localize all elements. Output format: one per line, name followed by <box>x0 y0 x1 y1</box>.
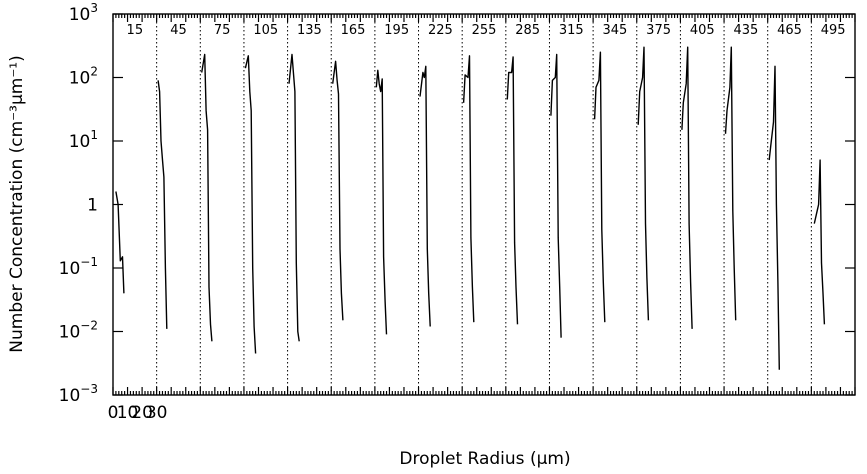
series-line-75 <box>201 53 213 342</box>
panel-label: 255 <box>472 23 497 38</box>
panel-label: 75 <box>214 23 231 38</box>
series-line-105 <box>244 55 257 354</box>
series-line-435 <box>724 46 737 321</box>
panel-label: 135 <box>297 23 322 38</box>
panel-label: 195 <box>384 23 409 38</box>
series-line-165 <box>332 60 344 321</box>
series-line-255 <box>462 55 475 323</box>
y-tick-label: 103 <box>69 1 98 25</box>
series-line-345 <box>593 51 606 323</box>
panel-label: 345 <box>603 23 628 38</box>
x-tick-label: 30 <box>146 403 168 423</box>
y-tick-labels: 103 102 101 1 10−1 10−2 10−3 <box>59 1 98 406</box>
series-line-45 <box>157 80 168 329</box>
panel-label: 165 <box>341 23 366 38</box>
x-axis-title: Droplet Radius (μm) <box>399 449 570 469</box>
series-line-405 <box>681 46 693 329</box>
series-line-225 <box>419 65 431 327</box>
y-tick-label: 10−3 <box>59 382 98 406</box>
series-line-465 <box>768 65 780 370</box>
series-line-195 <box>375 69 388 335</box>
y-tick-label: 1 <box>87 196 98 216</box>
panel-label: 105 <box>253 23 278 38</box>
series-line-15 <box>115 191 125 294</box>
series-line-375 <box>637 46 650 321</box>
panel-label: 405 <box>690 23 715 38</box>
y-tick-label: 10−2 <box>59 319 98 343</box>
panel-label: 315 <box>559 23 584 38</box>
panel-label: 495 <box>821 23 846 38</box>
series-line-495 <box>813 159 826 325</box>
y-tick-label: 10−1 <box>59 255 98 279</box>
panel-separators <box>156 14 812 395</box>
series-line-135 <box>288 53 300 342</box>
plot-frame <box>112 13 856 396</box>
y-tick-label: 102 <box>69 65 98 89</box>
series-line-285 <box>506 56 519 325</box>
axis-ticks <box>112 13 856 396</box>
x-tick-label: 0 <box>108 403 119 423</box>
panel-label: 45 <box>170 23 187 38</box>
panel-label: 465 <box>777 23 802 38</box>
panel-label: 225 <box>428 23 453 38</box>
y-tick-label: 101 <box>69 128 98 152</box>
panel-label: 285 <box>515 23 540 38</box>
panel-label: 15 <box>127 23 144 38</box>
y-axis-title: Number Concentration (cm⁻³μm⁻¹) <box>7 55 27 352</box>
x-tick-label: 10 <box>117 403 139 423</box>
panel-labels: 15 45 75 105 135 165 195 225 255 285 315 345 375 405 4… <box>127 23 846 38</box>
x-tick-label: 20 <box>131 403 153 423</box>
series-lines <box>115 46 826 370</box>
panel-label: 375 <box>646 23 671 38</box>
panel-label: 435 <box>733 23 758 38</box>
series-line-315 <box>550 53 562 338</box>
